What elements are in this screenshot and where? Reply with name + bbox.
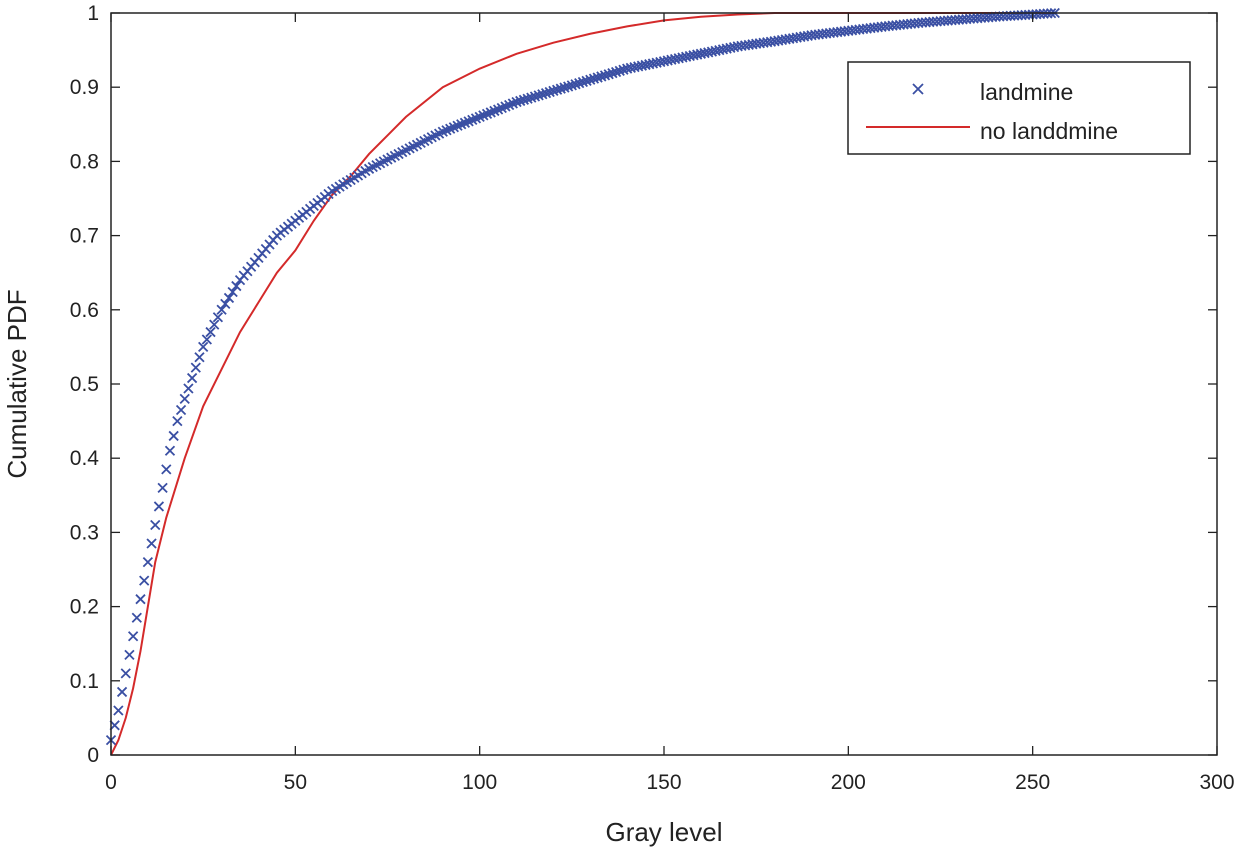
data-point-landmine bbox=[172, 415, 183, 427]
ticks-layer: 0 50 100 150 200 250 300 0 0.1 0.2 0.3 0.4 0.5 0.6 0.7… bbox=[70, 2, 1235, 794]
data-point-landmine bbox=[201, 334, 212, 345]
data-point-landmine bbox=[164, 445, 176, 456]
legend: landmine no landdmine bbox=[847, 61, 1191, 155]
data-point-landmine bbox=[142, 556, 154, 568]
data-point-landmine bbox=[198, 341, 209, 353]
data-point-landmine bbox=[150, 519, 161, 531]
x-tick-label: 150 bbox=[646, 771, 681, 794]
data-point-landmine bbox=[168, 430, 179, 442]
data-point-landmine bbox=[186, 372, 198, 384]
x-tick-label: 300 bbox=[1199, 771, 1234, 794]
x-axis-title: Gray level bbox=[605, 817, 722, 847]
data-point-landmine bbox=[183, 383, 194, 394]
x-tick-label: 100 bbox=[462, 771, 497, 794]
data-point-landmine bbox=[223, 292, 235, 304]
y-tick-label: 0.9 bbox=[70, 76, 99, 99]
data-point-landmine bbox=[209, 319, 220, 330]
y-tick-label: 0.3 bbox=[70, 521, 99, 544]
series-line-no-landdmine bbox=[110, 12, 1055, 756]
x-tick-label: 0 bbox=[105, 771, 117, 794]
data-point-landmine bbox=[131, 612, 142, 623]
data-point-landmine bbox=[157, 482, 168, 494]
x-tick-label: 200 bbox=[831, 771, 866, 794]
y-tick-label: 0.6 bbox=[70, 299, 99, 322]
y-tick-label: 1 bbox=[87, 2, 99, 25]
data-point-landmine bbox=[190, 362, 201, 373]
data-point-landmine bbox=[161, 464, 172, 475]
legend-label-no-landdmine: no landdmine bbox=[980, 118, 1118, 144]
data-point-landmine bbox=[153, 501, 165, 512]
y-tick-label: 0.8 bbox=[70, 150, 99, 173]
data-point-landmine bbox=[127, 631, 139, 642]
x-tick-label: 250 bbox=[1015, 771, 1050, 794]
data-point-landmine bbox=[216, 304, 227, 315]
series-markers-landmine bbox=[105, 7, 1060, 746]
data-point-landmine bbox=[194, 352, 205, 363]
data-point-landmine bbox=[205, 326, 216, 338]
data-point-landmine bbox=[231, 280, 242, 292]
data-point-landmine bbox=[139, 575, 150, 586]
legend-marker-landmine bbox=[912, 83, 924, 95]
x-tick-label: 50 bbox=[284, 771, 307, 794]
y-tick-label: 0.5 bbox=[70, 373, 99, 396]
data-point-landmine bbox=[135, 594, 146, 605]
legend-marker-x bbox=[912, 83, 924, 95]
data-point-landmine bbox=[124, 649, 135, 660]
y-tick-label: 0.1 bbox=[70, 670, 99, 693]
data-point-landmine bbox=[146, 538, 157, 549]
data-point-landmine bbox=[113, 705, 124, 716]
data-point-landmine bbox=[179, 393, 190, 404]
data-point-landmine bbox=[175, 404, 187, 416]
data-point-landmine bbox=[116, 686, 128, 698]
data-point-landmine bbox=[220, 298, 231, 310]
data-point-landmine bbox=[120, 668, 131, 679]
y-axis-title: Cumulative PDF bbox=[2, 289, 32, 478]
y-tick-label: 0.4 bbox=[70, 447, 100, 470]
data-point-landmine bbox=[212, 312, 224, 323]
legend-label-landmine: landmine bbox=[980, 79, 1073, 105]
legend-box bbox=[847, 61, 1191, 155]
y-tick-label: 0.2 bbox=[70, 596, 99, 619]
y-tick-label: 0.7 bbox=[70, 225, 99, 248]
data-point-landmine bbox=[227, 286, 238, 298]
series-layer bbox=[105, 7, 1060, 756]
y-tick-label: 0 bbox=[87, 744, 99, 767]
